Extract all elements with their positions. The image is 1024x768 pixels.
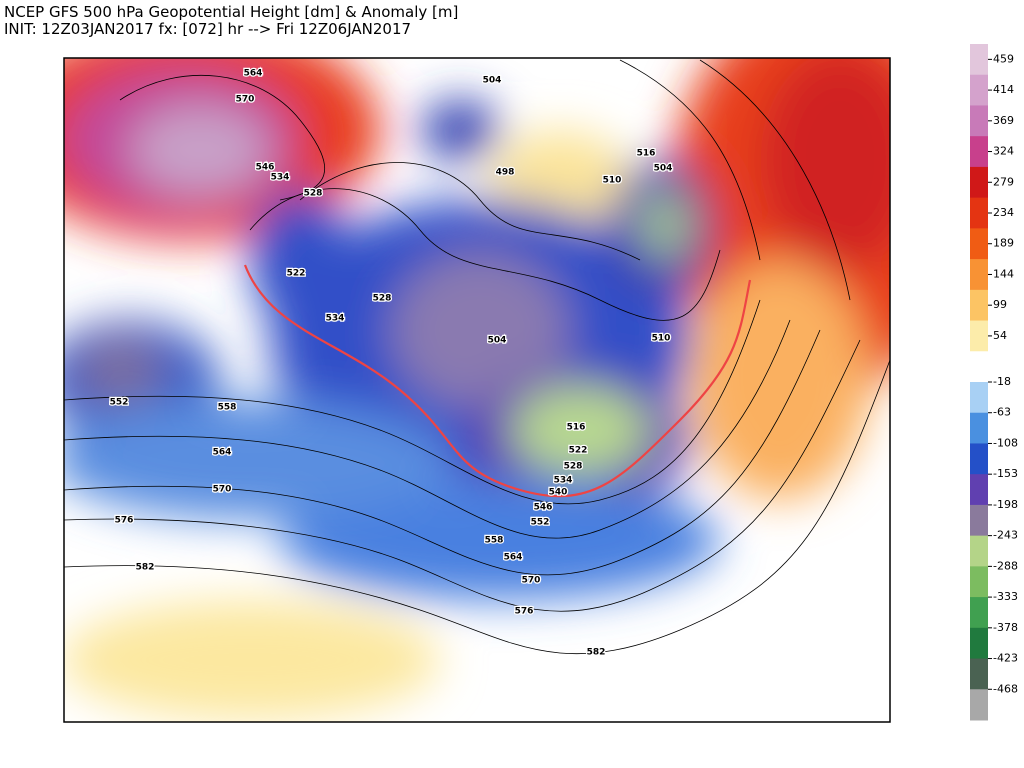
colorbar-segment — [970, 44, 988, 76]
colorbar-segment — [970, 412, 988, 444]
subtitle: INIT: 12Z03JAN2017 fx: [072] hr --> Fri … — [4, 20, 412, 38]
contour-label: 564 — [213, 448, 232, 458]
contour-label: 516 — [567, 423, 586, 433]
colorbar-label: 459 — [993, 52, 1014, 65]
colorbar-segment — [970, 197, 988, 229]
colorbar-label: 144 — [993, 267, 1014, 280]
contour-label: 510 — [603, 176, 622, 186]
contour-label: 570 — [522, 576, 541, 586]
contour-label: 546 — [534, 503, 553, 513]
anomaly-field — [64, 58, 890, 720]
contour-label: 564 — [244, 69, 263, 79]
colorbar-segment — [970, 535, 988, 567]
colorbar-segment — [970, 320, 988, 352]
contour-label: 582 — [136, 563, 155, 573]
contour-label: 552 — [531, 518, 550, 528]
colorbar-segment — [970, 166, 988, 199]
colorbar-segment — [970, 504, 988, 537]
contour-label: 570 — [213, 485, 232, 495]
contour-label: 522 — [569, 446, 588, 456]
contour-label: 504 — [654, 164, 673, 174]
contour-label: 576 — [115, 516, 134, 526]
contour-label: 552 — [110, 398, 129, 408]
contour-label: 534 — [554, 476, 573, 486]
colorbar-segment — [970, 597, 988, 629]
colorbar-label: -288 — [993, 559, 1018, 572]
contour-label: 528 — [373, 294, 392, 304]
contour-label: 558 — [218, 403, 237, 413]
colorbar-segment — [970, 351, 988, 383]
contour-label: 510 — [652, 334, 671, 344]
colorbar-label: -18 — [993, 375, 1011, 388]
contour-label: 516 — [637, 149, 656, 159]
contour-label: 576 — [515, 607, 534, 617]
height-contours — [64, 59, 890, 655]
contour-label: 504 — [483, 76, 502, 86]
colorbar-label: 234 — [993, 206, 1014, 219]
colorbar-label: -63 — [993, 406, 1011, 419]
contour-label: 528 — [304, 189, 323, 199]
contour-label: 540 — [549, 488, 568, 498]
contour-label: 582 — [587, 648, 606, 658]
contour-label: 564 — [504, 553, 523, 563]
colorbar-segment — [970, 566, 988, 598]
colorbar-segment — [970, 443, 988, 475]
colorbar-segment — [970, 228, 988, 260]
colorbar-segment — [970, 289, 988, 322]
colorbar-segment — [970, 105, 988, 137]
colorbar-segment — [970, 74, 988, 106]
title: NCEP GFS 500 hPa Geopotential Height [dm… — [4, 3, 459, 21]
contour-label: 504 — [488, 336, 507, 346]
colorbar-segment — [970, 136, 988, 168]
colorbar-label: 54 — [993, 329, 1007, 342]
colorbar-label: -243 — [993, 529, 1018, 542]
contour-label: 498 — [496, 168, 515, 178]
colorbar-label: -108 — [993, 436, 1018, 449]
540-line — [243, 264, 752, 498]
colorbar-label: -378 — [993, 621, 1018, 634]
colorbar-label: -198 — [993, 498, 1018, 511]
colorbar-segment — [970, 382, 988, 414]
colorbar-segment — [970, 259, 988, 291]
colorbar-segment — [970, 474, 988, 506]
colorbar-segment — [970, 689, 988, 721]
colorbar-label: 279 — [993, 175, 1014, 188]
colorbar-label: 414 — [993, 83, 1014, 96]
colorbar-label: 99 — [993, 298, 1007, 311]
map-frame — [63, 57, 891, 723]
colorbar-label: -333 — [993, 590, 1018, 603]
colorbar-label: 189 — [993, 237, 1014, 250]
colorbar-segment — [970, 658, 988, 690]
contour-label: 522 — [287, 269, 306, 279]
contour-label: 558 — [485, 536, 504, 546]
colorbar-label: -153 — [993, 467, 1018, 480]
contour-label: 534 — [326, 314, 345, 324]
colorbar-segment — [970, 627, 988, 660]
colorbar-label: -468 — [993, 682, 1018, 695]
contour-label: 528 — [564, 462, 583, 472]
colorbar-label: 324 — [993, 145, 1014, 158]
contour-label: 570 — [236, 95, 255, 105]
colorbar-label: 369 — [993, 114, 1014, 127]
contour-label: 534 — [271, 173, 290, 183]
contour-label: 546 — [256, 163, 275, 173]
colorbar-label: -423 — [993, 652, 1018, 665]
